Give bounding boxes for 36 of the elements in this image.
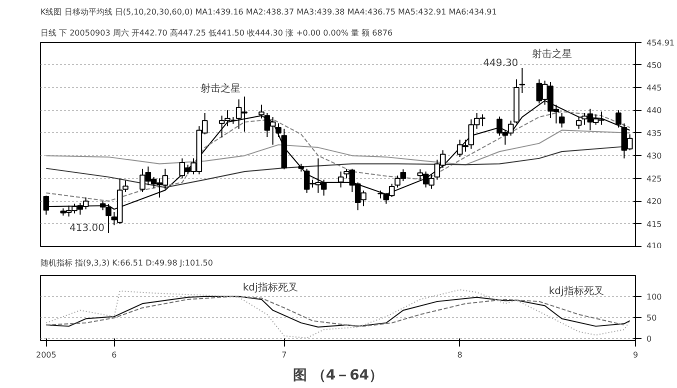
x-tick-label: 9 [632,350,638,360]
candlestick [519,67,526,94]
candlestick [43,195,50,216]
y-tick-label: 445 [646,84,662,93]
y-tick-label: 0 [646,334,652,344]
y-tick-label: 454.91 [646,38,674,48]
candlestick [558,112,565,128]
annotation: kdj指标死叉 [548,285,604,298]
y-tick-label: 50 [646,313,657,322]
y-tick-label: 430 [646,152,662,161]
y-tick-label: 100 [646,292,662,302]
x-tick-label: 7 [282,350,287,360]
text: 图 （4－64） [292,368,384,384]
x-tick-label: 6 [112,350,117,360]
candlestick [276,122,282,138]
y-tick-label: 435 [646,128,662,138]
annotation: 射击之星 [200,82,240,95]
line-series [46,111,630,202]
line-series [46,130,630,166]
annotation: 射击之星 [532,48,572,60]
y-tick-label: 415 [646,220,662,229]
x-tick-label: 8 [457,350,462,360]
annotation: 449.30 [483,58,518,69]
chart-title: 随机指标 指(9,3,3) K:66.51 D:49.98 J:101.50 [40,258,213,268]
y-tick-label: 440 [646,106,662,116]
candlestick [576,116,582,130]
chart-subtitle: K线图 日移动平均线 日(5,10,20,30,60,0) MA1:439.16 MA2:438.37 MA3:439.38 MA4:436.75 MA5:432.91 MA6:434.91 [40,8,497,16]
y-tick-label: 450 [646,60,662,70]
y-tick-label: 425 [646,174,662,184]
candlestick [338,171,344,188]
x-tick-label: 2005 [36,350,56,360]
chart-title: 日线 下 20050903 周六 开442.70 高447.25 低441.50 收444.30 涨 +0.00 0.00% 量 额 6876 [40,28,393,38]
candlestick [616,110,622,128]
annotation: 413.00 [70,222,105,234]
annotation: kdj指标死叉 [242,281,298,294]
y-tick-label: 420 [646,197,662,206]
